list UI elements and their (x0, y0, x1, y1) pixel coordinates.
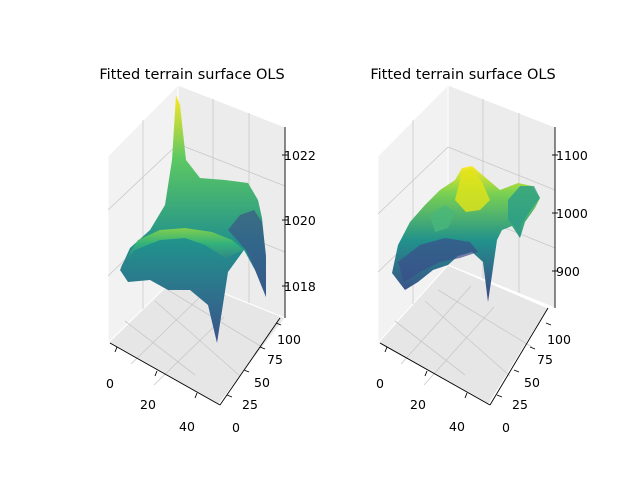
axes-right (379, 127, 558, 406)
surface-left-body (120, 95, 266, 343)
xtick-label-right-2: 40 (449, 419, 465, 434)
ytick-label-left-2: 50 (254, 375, 270, 390)
surface-right-peak (455, 168, 490, 212)
ytick-label-right-0: 0 (502, 420, 510, 435)
chart-title-right: Fitted terrain surface OLS (370, 67, 555, 83)
ztick-label-right-0: 900 (556, 264, 580, 279)
xtick-label-left-0: 0 (106, 376, 114, 391)
surface-right-right-lobe (508, 186, 540, 230)
xtick-label-right-0: 0 (376, 376, 384, 391)
xtick-label-left-1: 20 (140, 397, 156, 412)
ytick-label-right-2: 50 (524, 375, 540, 390)
subplot-left: Fitted terrain surface OLS (99, 67, 316, 435)
ytick-label-left-0: 0 (232, 420, 240, 435)
surface-right (392, 166, 540, 302)
surface-left-front-ridge (120, 228, 244, 268)
surface-left-right-lobe (228, 210, 266, 297)
xtick-label-left-2: 40 (179, 419, 195, 434)
subplot-right: Fitted terrain surface OLS (370, 67, 588, 435)
surface-right-ridge (430, 205, 455, 232)
ztick-label-right-1: 1000 (556, 206, 588, 221)
ztick-label-left-2: 1022 (284, 148, 316, 163)
ztick-label-right-2: 1100 (556, 148, 588, 163)
xtick-label-right-1: 20 (410, 397, 426, 412)
surface-right-body (392, 166, 540, 302)
ytick-label-left-1: 25 (242, 397, 258, 412)
ytick-label-left-3: 75 (267, 352, 283, 367)
axes-left (109, 127, 288, 406)
surface-left (120, 95, 266, 343)
ytick-label-left-4: 100 (277, 332, 301, 347)
ztick-label-left-0: 1018 (284, 279, 316, 294)
ytick-label-right-4: 100 (547, 332, 571, 347)
chart-title-left: Fitted terrain surface OLS (99, 67, 284, 83)
ztick-label-left-1: 1020 (284, 213, 316, 228)
surface-right-dark-patch (398, 238, 478, 282)
ytick-label-right-3: 75 (537, 352, 553, 367)
ytick-label-right-1: 25 (512, 397, 528, 412)
